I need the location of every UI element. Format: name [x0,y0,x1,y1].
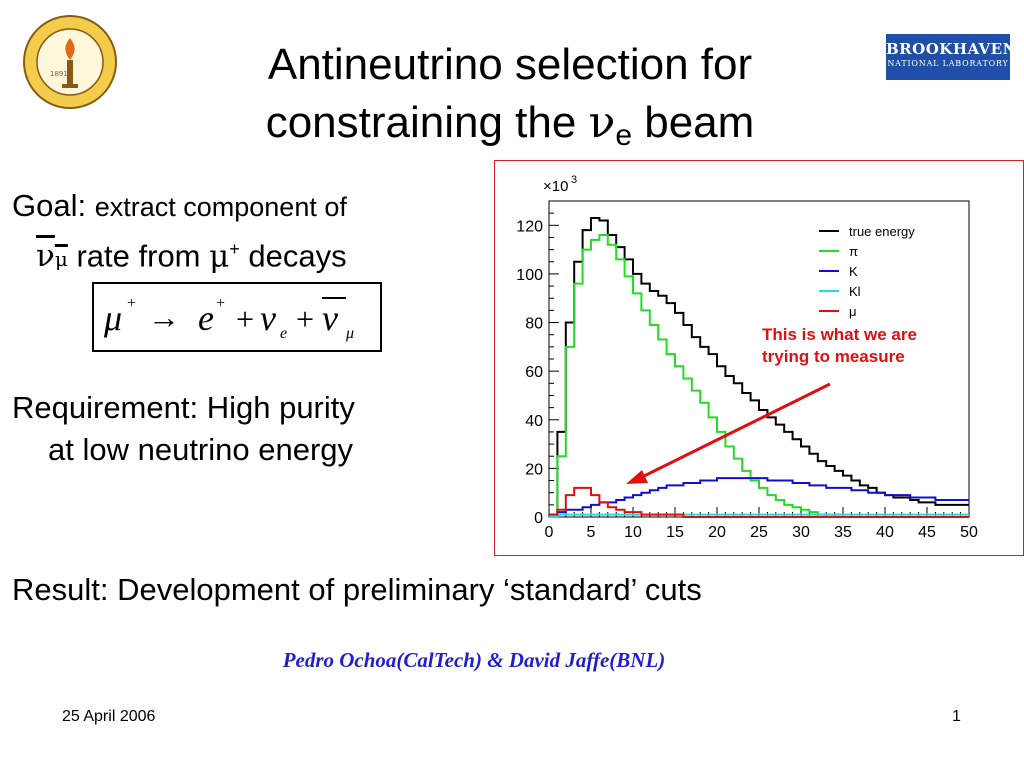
title-nu-symbol: ν [588,97,616,148]
y-tick-label-120: 120 [516,218,543,235]
goal-line-2: νμ rate from μ+ decays [36,230,347,278]
goal-nu-sub: μ [54,247,68,272]
y-tick-label-100: 100 [516,267,543,284]
goal-decays: decays [239,238,347,274]
x-tick-label-50: 50 [960,524,978,541]
goal-antinu-symbol: νμ [36,238,68,274]
series-line-4 [549,486,969,518]
bnl-logo-line1: BROOKHAVEN [886,40,1017,58]
slide-date: 25 April 2006 [62,708,156,725]
eq-e-sup: + [216,295,225,312]
series-line-3 [549,513,969,518]
chart-annotation: This is what we are trying to measure [762,324,917,368]
goal-mu-symbol: μ [209,238,230,275]
title-line-2: constraining the νe beam [130,94,890,165]
x-tick-label-45: 45 [918,524,936,541]
legend-label-4: μ [849,304,857,319]
x-tick-label-5: 5 [587,524,596,541]
eq-mu: μ [103,298,122,338]
y-tick-label-0: 0 [534,510,543,527]
eq-mu-sup: + [127,295,136,312]
goal-label: Goal: [12,188,95,223]
eq-nu-e-sub: e [280,325,287,342]
annotation-line-1: This is what we are [762,325,917,344]
eq-plus-2: + [296,301,314,337]
seal-year: 1891 [50,70,68,78]
x-tick-label-35: 35 [834,524,852,541]
decay-equation: μ + → e + + ν e + ν μ [103,295,354,342]
result-text: Result: Development of preliminary ‘stan… [12,572,702,607]
y-tick-label-40: 40 [525,413,543,430]
chart-svg: 0 20 40 60 80 100 120 0 5 10 15 20 25 30 35 40 45 50 ×10 3 t… [516,174,978,541]
eq-e: e [198,298,214,338]
goal-nu: ν [36,238,55,275]
eq-nu-e: ν [260,298,276,338]
title-line-2-suffix: beam [632,98,755,147]
requirement-line-1: Requirement: High purity [12,390,355,425]
title-nu-subscript: e [615,119,632,152]
x-tick-label-15: 15 [666,524,684,541]
y-tick-label-80: 80 [525,316,543,333]
energy-spectrum-chart: 0 20 40 60 80 100 120 0 5 10 15 20 25 30 35 40 45 50 ×10 3 t… [494,160,1024,556]
legend-label-3: Kl [849,284,861,299]
eq-antinu-mu-sub: μ [345,325,354,342]
x-tick-label-30: 30 [792,524,810,541]
goal-text: extract component of [94,192,347,222]
legend-label-1: π [849,244,858,259]
series-line-1 [549,234,969,518]
eq-plus-1: + [236,301,254,337]
annotation-line-2: trying to measure [762,347,905,366]
page-number: 1 [952,708,961,725]
y-multiplier-exponent: 3 [571,174,577,186]
legend-label-2: K [849,264,858,279]
goal-mu-sup: + [229,239,240,259]
x-tick-label-0: 0 [545,524,554,541]
x-tick-label-20: 20 [708,524,726,541]
legend-label-0: true energy [849,224,915,239]
title-line-1: Antineutrino selection for [267,40,753,89]
goal-rate-from: rate from [67,238,210,274]
authors: Pedro Ochoa(CalTech) & David Jaffe(BNL) [282,648,666,672]
x-tick-label-40: 40 [876,524,894,541]
y-tick-label-60: 60 [525,364,543,381]
brookhaven-logo: BROOKHAVEN NATIONAL LABORATORY [886,34,1017,80]
eq-antinu-mu: ν [322,298,338,338]
title-line-2-prefix: constraining the [265,98,589,147]
decay-equation-box: μ + → e + + ν e + ν μ [92,282,382,352]
x-tick-label-10: 10 [624,524,642,541]
slide-title: Antineutrino selection for constraining … [130,36,890,165]
bnl-logo-line2: NATIONAL LABORATORY [887,59,1009,68]
y-multiplier-label: ×10 [543,178,568,195]
x-tick-label-25: 25 [750,524,768,541]
goal-line-1: Goal: extract component of [12,188,347,225]
y-tick-label-20: 20 [525,461,543,478]
eq-arrow: → [148,299,180,335]
requirement-line-2: at low neutrino energy [48,432,354,467]
caltech-seal-logo: 1891 [22,14,118,110]
